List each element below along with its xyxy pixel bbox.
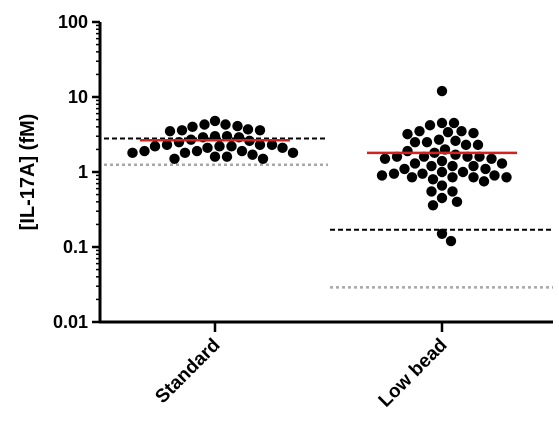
data-point bbox=[447, 172, 458, 183]
median-lines bbox=[140, 139, 517, 155]
data-point bbox=[221, 151, 233, 162]
y-axis-title: [IL-17A] (fM) bbox=[17, 114, 39, 231]
data-point bbox=[436, 117, 448, 129]
x-category-label: Standard bbox=[151, 335, 224, 408]
data-point bbox=[436, 85, 448, 97]
data-point bbox=[209, 131, 221, 142]
data-point bbox=[468, 172, 479, 183]
data-point bbox=[214, 141, 225, 152]
data-point bbox=[254, 139, 266, 151]
data-point bbox=[414, 125, 425, 137]
data-point bbox=[496, 158, 508, 169]
data-point bbox=[277, 142, 288, 154]
data-point bbox=[242, 124, 254, 135]
data-point bbox=[236, 145, 248, 157]
y-tick-label: 0.01 bbox=[53, 312, 88, 332]
data-point bbox=[176, 125, 188, 136]
data-point bbox=[427, 200, 439, 211]
data-point bbox=[426, 186, 437, 197]
data-point bbox=[220, 119, 231, 130]
x-ticks: Standard Low bead bbox=[151, 322, 452, 412]
data-point bbox=[486, 153, 497, 164]
data-point bbox=[127, 147, 138, 159]
data-point bbox=[451, 196, 463, 208]
data-point bbox=[450, 135, 461, 147]
data-point bbox=[247, 149, 258, 160]
data-point bbox=[450, 149, 461, 160]
data-point bbox=[448, 117, 460, 129]
data-point bbox=[187, 121, 198, 133]
data-point bbox=[221, 131, 233, 142]
data-point bbox=[436, 155, 448, 167]
data-point bbox=[257, 153, 269, 164]
data-point bbox=[376, 170, 388, 181]
y-tick-label: 10 bbox=[68, 87, 88, 107]
data-point bbox=[489, 170, 500, 181]
data-point bbox=[402, 145, 413, 157]
data-point bbox=[457, 166, 469, 178]
data-point bbox=[179, 147, 191, 159]
data-point bbox=[209, 151, 221, 162]
data-point bbox=[379, 153, 391, 164]
data-point bbox=[409, 158, 421, 169]
data-point bbox=[472, 139, 484, 151]
data-point bbox=[202, 142, 213, 154]
data-point bbox=[436, 228, 448, 239]
data-point bbox=[173, 136, 185, 148]
data-points bbox=[127, 85, 512, 247]
data-point bbox=[169, 153, 180, 164]
data-point bbox=[478, 176, 490, 187]
data-point bbox=[209, 115, 221, 127]
data-point bbox=[421, 136, 433, 148]
data-point bbox=[149, 141, 161, 152]
data-point bbox=[501, 172, 512, 183]
data-point bbox=[254, 125, 266, 136]
x-category-label: Low bead bbox=[375, 335, 452, 412]
data-point bbox=[436, 166, 448, 178]
y-tick-label: 1 bbox=[78, 162, 88, 182]
data-point bbox=[427, 174, 439, 185]
data-point bbox=[406, 172, 418, 183]
data-point bbox=[164, 125, 176, 137]
y-tick-label: 100 bbox=[58, 12, 88, 32]
data-point bbox=[232, 120, 243, 132]
y-tick-label: 0.1 bbox=[63, 237, 88, 257]
data-point bbox=[388, 168, 400, 179]
data-point bbox=[402, 128, 413, 140]
data-point bbox=[191, 145, 203, 157]
data-point bbox=[161, 139, 173, 151]
data-point bbox=[436, 180, 448, 191]
data-point bbox=[424, 120, 436, 131]
data-point bbox=[480, 163, 491, 175]
data-point bbox=[460, 139, 472, 151]
data-point bbox=[287, 147, 299, 159]
data-point bbox=[266, 139, 278, 151]
data-point bbox=[426, 160, 437, 172]
data-point bbox=[139, 145, 150, 157]
data-point bbox=[445, 235, 457, 247]
data-point bbox=[442, 126, 454, 138]
data-point bbox=[417, 168, 428, 179]
data-point bbox=[447, 186, 458, 197]
data-point bbox=[199, 119, 210, 130]
y-ticks: 100 10 1 0.1 0.01 bbox=[53, 12, 100, 332]
data-point bbox=[468, 127, 479, 139]
data-point bbox=[409, 136, 421, 148]
data-point bbox=[399, 163, 410, 175]
data-point bbox=[468, 160, 479, 172]
data-point bbox=[433, 134, 445, 145]
data-point bbox=[226, 141, 237, 152]
data-point bbox=[456, 125, 467, 137]
data-point bbox=[436, 192, 448, 204]
data-point bbox=[447, 160, 458, 172]
